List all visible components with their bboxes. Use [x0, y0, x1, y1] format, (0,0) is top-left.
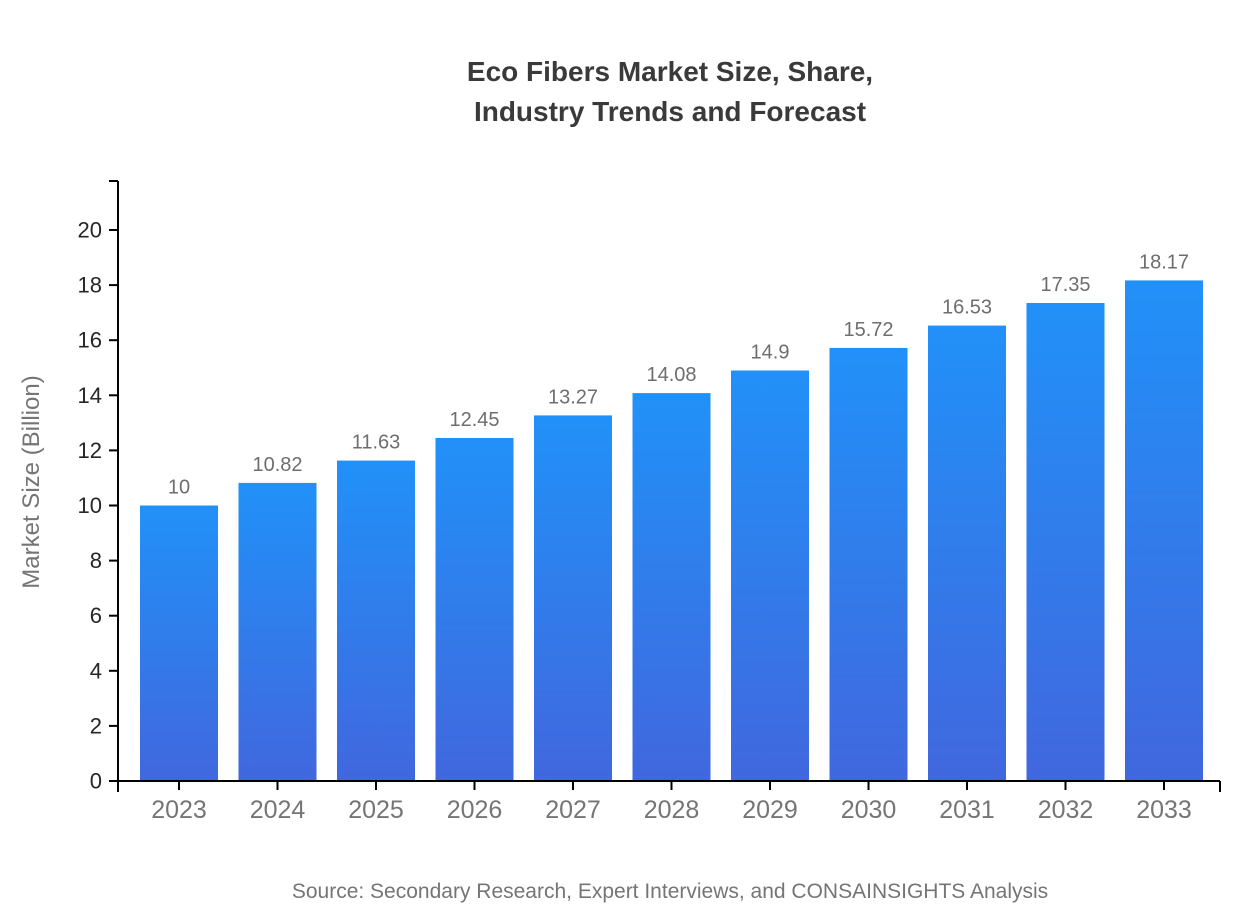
- x-tick-label-2025: 2025: [348, 796, 404, 824]
- y-tick-label-4: 4: [90, 658, 102, 683]
- bar-2028: [632, 393, 711, 781]
- labels-layer: 10202310.82202411.63202512.45202613.2720…: [78, 218, 1192, 825]
- bar-2031: [928, 325, 1006, 781]
- x-tick-label-2026: 2026: [447, 796, 503, 824]
- value-label-2026: 12.45: [449, 409, 499, 431]
- bar-2026: [435, 438, 514, 781]
- chart-title-line-1: Eco Fibers Market Size, Share,: [466, 56, 874, 87]
- value-label-2030: 15.72: [843, 319, 893, 341]
- value-label-2023: 10: [168, 477, 190, 499]
- value-label-2025: 11.63: [352, 432, 401, 454]
- value-label-2027: 13.27: [548, 386, 598, 408]
- y-tick-label-10: 10: [78, 493, 102, 518]
- bar-2025: [337, 460, 415, 781]
- value-label-2028: 14.08: [646, 364, 696, 386]
- x-tick-label-2028: 2028: [644, 796, 700, 824]
- y-tick-label-14: 14: [78, 383, 102, 408]
- bars-layer: [140, 280, 1203, 781]
- y-tick-label-16: 16: [78, 328, 102, 353]
- axes-layer: [109, 180, 1221, 792]
- chart-title: Eco Fibers Market Size, Share, Industry …: [80, 52, 1260, 132]
- value-label-2024: 10.82: [252, 454, 302, 476]
- value-label-2029: 14.9: [751, 342, 790, 364]
- bar-2030: [829, 347, 908, 781]
- y-tick-label-6: 6: [90, 603, 102, 628]
- x-tick-label-2031: 2031: [939, 796, 995, 824]
- value-label-2033: 18.17: [1139, 251, 1189, 273]
- x-tick-label-2030: 2030: [841, 796, 897, 824]
- y-tick-label-2: 2: [90, 713, 102, 738]
- y-tick-label-0: 0: [90, 769, 102, 794]
- value-label-2031: 16.53: [942, 297, 992, 319]
- x-tick-label-2024: 2024: [250, 796, 306, 824]
- x-tick-label-2027: 2027: [545, 796, 601, 824]
- bar-2032: [1026, 303, 1105, 781]
- y-tick-label-20: 20: [78, 218, 102, 243]
- x-tick-label-2033: 2033: [1136, 796, 1192, 824]
- bar-2033: [1125, 280, 1203, 781]
- x-tick-label-2029: 2029: [742, 796, 798, 824]
- bar-2023: [140, 505, 218, 781]
- chart-title-line-2: Industry Trends and Forecast: [473, 96, 867, 127]
- value-label-2032: 17.35: [1040, 274, 1090, 296]
- x-tick-label-2023: 2023: [151, 796, 207, 824]
- bar-2029: [731, 370, 809, 781]
- x-tick-label-2032: 2032: [1038, 796, 1094, 824]
- bar-2027: [534, 415, 612, 781]
- y-tick-label-18: 18: [78, 273, 102, 298]
- source-note: Source: Secondary Research, Expert Inter…: [291, 880, 1049, 903]
- y-tick-label-8: 8: [90, 548, 102, 573]
- bar-2024: [238, 482, 317, 781]
- y-tick-label-12: 12: [78, 438, 102, 463]
